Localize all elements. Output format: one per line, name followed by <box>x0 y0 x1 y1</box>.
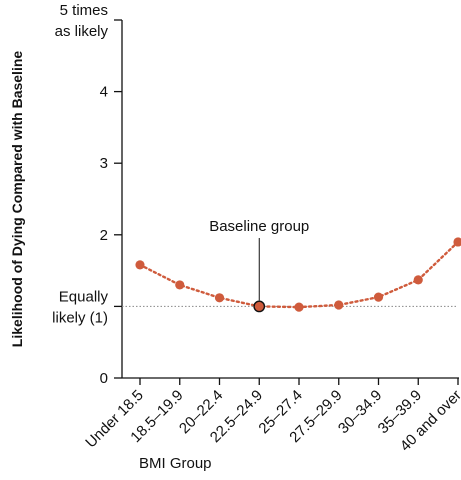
x-axis-label: BMI Group <box>139 455 212 472</box>
y-tick-label: 3 <box>100 155 108 172</box>
data-point <box>413 275 423 285</box>
data-point <box>334 300 344 310</box>
y-tick-label: 5 times as likely <box>55 2 109 40</box>
axes <box>121 20 459 379</box>
data-point <box>294 302 304 312</box>
baseline-data-point <box>253 300 266 313</box>
y-tick-label: 4 <box>100 84 108 101</box>
series-line <box>138 240 460 309</box>
data-point <box>214 293 225 303</box>
y-ticks: 0 Equally likely (1) 2 3 4 5 times as likely <box>52 2 122 387</box>
data-point <box>453 237 461 247</box>
y-tick-label: 0 <box>100 370 108 387</box>
x-ticks: Under 18.518.5–19.920–22.422.5–24.925–27… <box>82 378 461 455</box>
y-tick-label: Equally likely (1) <box>52 288 108 326</box>
x-tick-label: 30–34.9 <box>335 387 385 437</box>
data-point <box>175 280 185 290</box>
data-point <box>135 260 145 270</box>
data-point <box>373 292 384 302</box>
y-axis-label: Likelihood of Dying Compared with Baseli… <box>9 51 25 348</box>
data-points <box>135 237 461 313</box>
y-tick-label: 2 <box>100 227 108 244</box>
baseline-annotation-label: Baseline group <box>209 218 309 235</box>
